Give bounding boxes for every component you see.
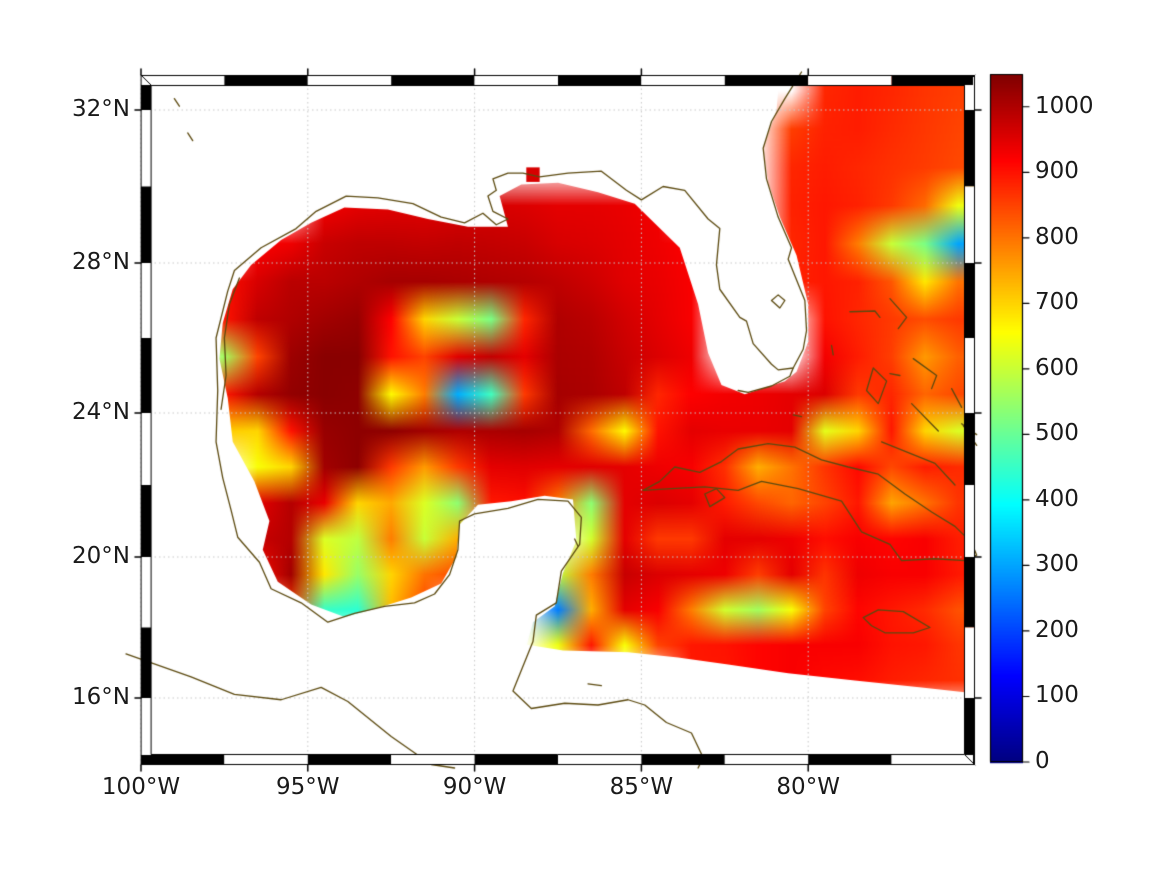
lon-tick-label: 100°W <box>101 774 181 800</box>
lat-tick-label: 20°N <box>72 543 130 569</box>
colorbar-tick-label: 100 <box>1035 682 1079 709</box>
lon-tick-label: 85°W <box>609 774 674 800</box>
colorbar-tick-label: 1000 <box>1035 92 1094 119</box>
colorbar-tick-label: 200 <box>1035 616 1079 643</box>
colorbar-tick-label: 900 <box>1035 158 1079 185</box>
lat-tick-label: 24°N <box>72 399 130 425</box>
colorbar-tick-label: 800 <box>1035 223 1079 250</box>
colorbar-tick-label: 600 <box>1035 354 1079 381</box>
lat-tick-label: 28°N <box>72 249 130 275</box>
lon-tick-label: 90°W <box>442 774 507 800</box>
lon-tick-label: 95°W <box>276 774 340 800</box>
colorbar-tick-label: 300 <box>1035 551 1079 578</box>
colorbar-tick-label: 500 <box>1035 420 1079 447</box>
colorbar-tick-label: 0 <box>1035 748 1050 774</box>
colorbar-tick-label: 700 <box>1035 289 1079 316</box>
lon-tick-label: 80°W <box>776 774 840 800</box>
lat-tick-label: 32°N <box>72 96 130 122</box>
colorbar-tick-label: 400 <box>1035 485 1079 512</box>
lat-tick-label: 16°N <box>72 684 130 710</box>
